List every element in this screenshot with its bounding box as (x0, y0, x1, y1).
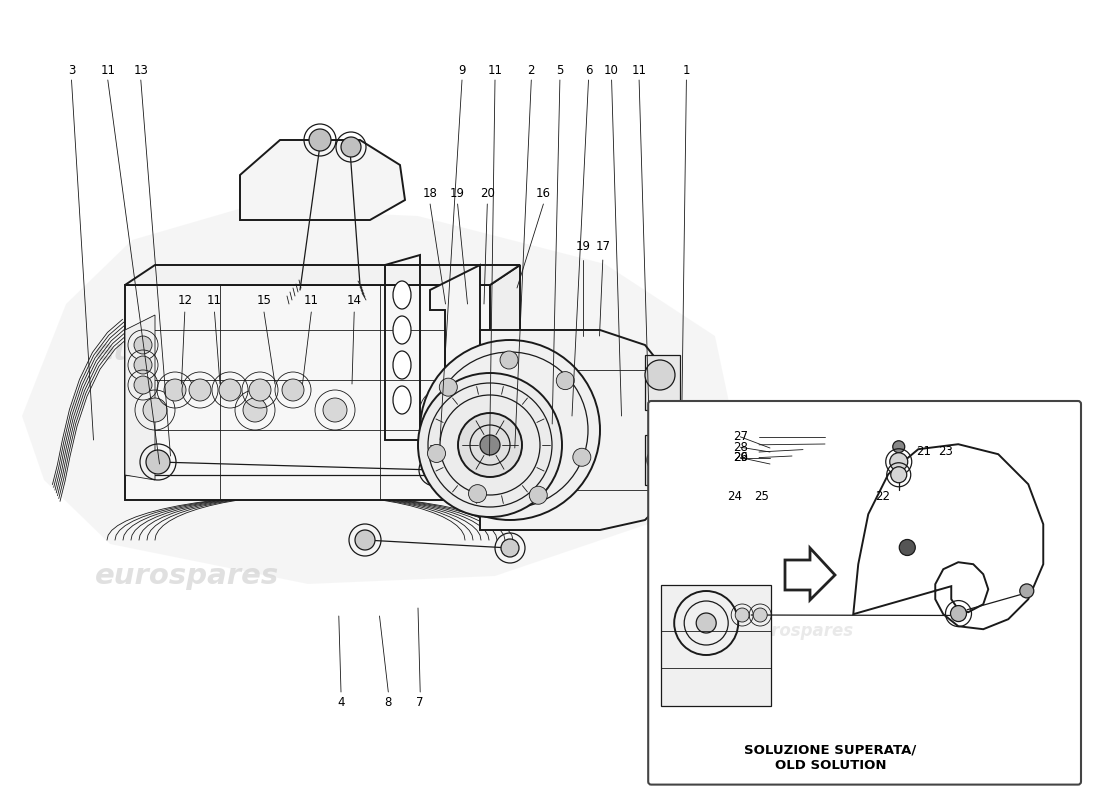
Circle shape (355, 530, 375, 550)
Text: 26: 26 (733, 451, 748, 464)
Polygon shape (480, 330, 666, 530)
Polygon shape (125, 265, 520, 285)
Circle shape (500, 351, 518, 369)
Circle shape (164, 379, 186, 401)
Text: 25: 25 (754, 490, 769, 502)
Text: 19: 19 (575, 240, 591, 253)
Circle shape (134, 336, 152, 354)
Text: 16: 16 (536, 187, 551, 200)
Text: eurospares: eurospares (436, 338, 620, 366)
Circle shape (243, 398, 267, 422)
Text: 19: 19 (450, 187, 465, 200)
Circle shape (189, 379, 211, 401)
Text: 7: 7 (417, 696, 424, 709)
Circle shape (950, 606, 967, 622)
Text: SOLUZIONE SUPERATA/
OLD SOLUTION: SOLUZIONE SUPERATA/ OLD SOLUTION (745, 744, 916, 772)
FancyBboxPatch shape (648, 401, 1081, 785)
Circle shape (143, 398, 167, 422)
Circle shape (309, 129, 331, 151)
Circle shape (500, 539, 519, 557)
Circle shape (323, 398, 346, 422)
Text: 5: 5 (557, 64, 563, 77)
Text: 17: 17 (595, 240, 610, 253)
Text: 13: 13 (133, 64, 148, 77)
Text: 24: 24 (727, 490, 742, 502)
Text: 11: 11 (207, 294, 222, 306)
Ellipse shape (393, 386, 411, 414)
Polygon shape (240, 140, 405, 220)
Circle shape (891, 466, 906, 482)
Text: 29: 29 (733, 451, 748, 464)
Circle shape (219, 379, 241, 401)
Circle shape (341, 137, 361, 157)
Circle shape (674, 591, 738, 655)
Text: 15: 15 (256, 294, 272, 306)
Circle shape (428, 445, 446, 462)
Circle shape (282, 379, 304, 401)
Circle shape (439, 378, 458, 396)
Text: eurospares: eurospares (748, 622, 854, 639)
Circle shape (418, 373, 562, 517)
Text: 20: 20 (480, 187, 495, 200)
Circle shape (735, 608, 749, 622)
Text: 23: 23 (938, 445, 954, 458)
Polygon shape (430, 265, 480, 440)
Text: eurospares: eurospares (95, 562, 279, 590)
Polygon shape (22, 208, 737, 584)
Polygon shape (125, 285, 490, 500)
Circle shape (428, 398, 452, 422)
Polygon shape (490, 265, 520, 500)
Text: 21: 21 (916, 445, 932, 458)
Text: 11: 11 (487, 64, 503, 77)
Circle shape (529, 486, 548, 504)
Circle shape (890, 453, 908, 470)
Circle shape (754, 608, 767, 622)
Text: 8: 8 (385, 696, 392, 709)
Text: eurospares: eurospares (733, 562, 917, 590)
Circle shape (458, 413, 522, 477)
Text: 9: 9 (459, 64, 465, 77)
Text: 12: 12 (177, 294, 192, 306)
Circle shape (647, 447, 673, 473)
Circle shape (420, 340, 600, 520)
Ellipse shape (393, 316, 411, 344)
Circle shape (469, 485, 486, 502)
Ellipse shape (393, 281, 411, 309)
Bar (645, 435, 680, 485)
Polygon shape (125, 315, 155, 480)
Circle shape (1020, 584, 1034, 598)
Text: 11: 11 (100, 64, 116, 77)
Text: 6: 6 (585, 64, 592, 77)
Circle shape (573, 448, 591, 466)
Text: 1: 1 (683, 64, 690, 77)
Text: 4: 4 (338, 696, 344, 709)
Text: 3: 3 (68, 64, 75, 77)
Circle shape (893, 441, 904, 453)
Ellipse shape (393, 351, 411, 379)
Circle shape (900, 539, 915, 555)
Polygon shape (661, 586, 771, 706)
Circle shape (480, 435, 501, 455)
Circle shape (645, 360, 675, 390)
Text: 22: 22 (874, 490, 890, 502)
Circle shape (696, 613, 716, 633)
Text: 14: 14 (346, 294, 362, 306)
Circle shape (249, 379, 271, 401)
Text: 27: 27 (733, 430, 748, 443)
Circle shape (134, 356, 152, 374)
Text: 10: 10 (604, 64, 619, 77)
Circle shape (425, 460, 446, 480)
Text: 28: 28 (733, 441, 748, 454)
Circle shape (134, 376, 152, 394)
Text: 18: 18 (422, 187, 438, 200)
Circle shape (557, 372, 574, 390)
Bar (645, 355, 680, 410)
Text: 11: 11 (631, 64, 647, 77)
Text: 11: 11 (304, 294, 319, 306)
Text: 2: 2 (528, 64, 535, 77)
Text: eurospares: eurospares (95, 338, 279, 366)
Circle shape (146, 450, 170, 474)
